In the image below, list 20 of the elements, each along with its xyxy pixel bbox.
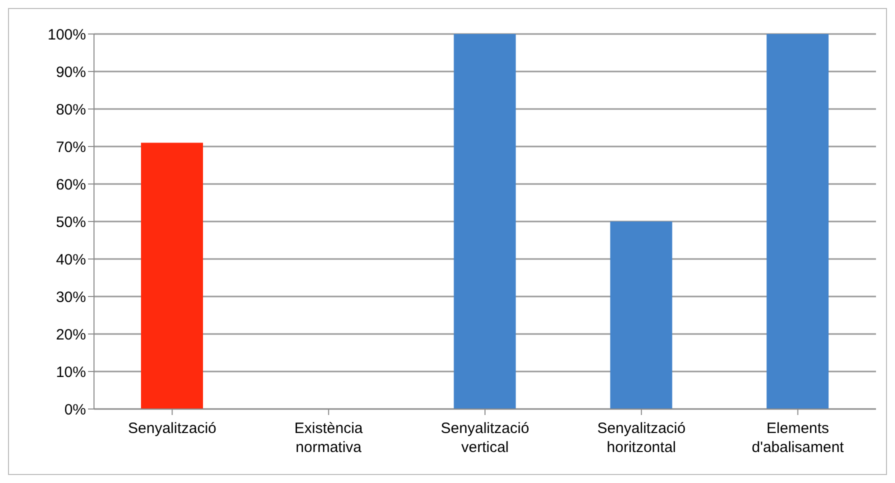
bar bbox=[766, 34, 829, 409]
bar bbox=[454, 34, 516, 409]
bar bbox=[610, 222, 672, 409]
x-tick-label: Senyalització horitzontal bbox=[597, 420, 686, 456]
y-tick-label: 0% bbox=[64, 401, 86, 418]
x-tick-label: Elements d'abalisament bbox=[752, 420, 845, 456]
y-tick-label: 70% bbox=[56, 138, 86, 156]
y-tick-label: 40% bbox=[56, 251, 86, 268]
y-tick-label: 60% bbox=[56, 176, 86, 194]
y-tick-label: 20% bbox=[56, 326, 86, 344]
bar bbox=[141, 142, 203, 409]
y-tick-label: 100% bbox=[48, 26, 86, 44]
y-tick-label: 10% bbox=[56, 364, 86, 381]
y-tick-label: 80% bbox=[56, 101, 86, 118]
x-tick-label: Senyalització vertical bbox=[440, 420, 530, 456]
x-tick-label: Senyalització bbox=[128, 420, 216, 437]
y-tick-label: 50% bbox=[56, 214, 86, 231]
y-tick-label: 30% bbox=[56, 288, 86, 306]
x-tick-label: Existència normativa bbox=[294, 420, 364, 456]
y-tick-label: 90% bbox=[56, 64, 86, 81]
